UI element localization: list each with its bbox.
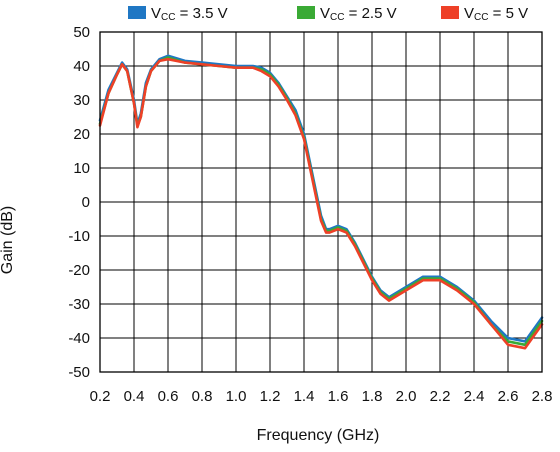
legend-swatch-0 [128, 6, 146, 19]
x-tick-label: 1.0 [226, 388, 247, 405]
legend-swatch-1 [297, 6, 315, 19]
y-axis-label: Gain (dB) [0, 205, 16, 275]
legend-label-2-main: V [464, 5, 475, 22]
plot-frame [99, 31, 543, 373]
legend-label-2-sub: CC [474, 12, 489, 23]
x-tick-label: 1.8 [362, 388, 383, 405]
legend-item-1: VCC = 2.5 V [297, 5, 397, 23]
y-tick-label: 0 [82, 194, 90, 211]
x-tick-label: 1.4 [294, 388, 315, 405]
x-tick-label: 1.6 [328, 388, 349, 405]
x-tick-label: 0.6 [158, 388, 179, 405]
x-tick-label: 2.4 [464, 388, 485, 405]
legend-label-1-sub: CC [330, 12, 345, 23]
x-tick-label: 2.8 [532, 388, 553, 405]
y-tick-label: 40 [73, 58, 90, 75]
x-tick-label: 2.2 [430, 388, 451, 405]
y-tick-label: -50 [68, 364, 90, 381]
series-line-0 [98, 54, 544, 343]
legend-swatch-2 [441, 6, 459, 19]
legend-label-0-rest: = 3.5 V [175, 5, 228, 22]
y-tick-label: 10 [73, 160, 90, 177]
legend-item-2: VCC = 5 V [441, 5, 528, 23]
y-tick-label: -20 [68, 262, 90, 279]
x-tick-label: 2.0 [396, 388, 417, 405]
x-tick-label: 0.4 [124, 388, 145, 405]
y-tick-labels: 50 40 30 20 10 0 -10 -20 -30 -40 -50 [68, 24, 90, 381]
y-tick-label: -30 [68, 296, 90, 313]
y-tick-label: -40 [68, 330, 90, 347]
x-tick-label: 1.2 [260, 388, 281, 405]
x-tick-label: 2.6 [498, 388, 519, 405]
y-tick-label: 20 [73, 126, 90, 143]
x-tick-label: 0.2 [90, 388, 111, 405]
legend-label-1-main: V [320, 5, 331, 22]
legend-label-1-rest: = 2.5 V [344, 5, 397, 22]
y-tick-label: -10 [68, 228, 90, 245]
y-tick-label: 50 [73, 24, 90, 41]
x-axis-label: Frequency (GHz) [256, 427, 380, 444]
legend-item-0: VCC = 3.5 V [128, 5, 228, 23]
y-tick-label: 30 [73, 92, 90, 109]
grid [99, 31, 543, 373]
series-layer [98, 54, 544, 350]
x-tick-label: 0.8 [192, 388, 213, 405]
legend-label-0-main: V [151, 5, 162, 22]
series-line-2 [98, 57, 544, 350]
legend-label-2-rest: = 5 V [488, 5, 529, 22]
x-tick-labels: 0.2 0.4 0.6 0.8 1.0 1.2 1.4 1.6 1.8 2.0 2.2 2.4 2.6 2… [90, 388, 553, 405]
legend-label-0-sub: CC [161, 12, 176, 23]
